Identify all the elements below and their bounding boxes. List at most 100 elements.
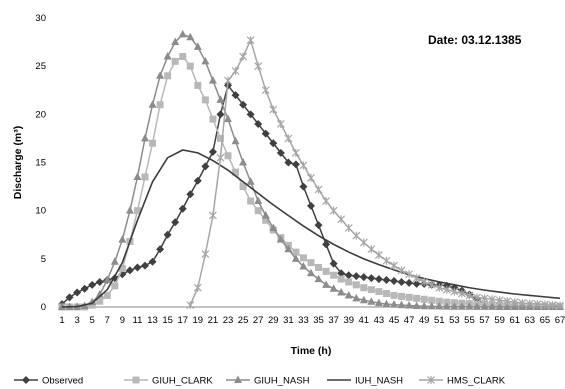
- legend-item: GIUH_NASH: [226, 375, 310, 387]
- data-point: [480, 294, 489, 303]
- x-tick-label: 31: [283, 315, 294, 326]
- x-tick-label: 23: [223, 315, 234, 326]
- data-point: [412, 301, 421, 310]
- legend-label: GIUH_CLARK: [152, 376, 213, 387]
- data-point: [65, 293, 74, 302]
- data-point: [125, 266, 134, 275]
- data-point: [344, 224, 353, 233]
- data-point: [163, 52, 172, 60]
- data-point: [540, 300, 549, 309]
- data-point: [269, 139, 278, 148]
- x-tick-labels: 1 3 5 7 9 11 13 15 17 19 21 23 25 27 29 31 33 35 37 39 41 43 4…: [59, 315, 565, 326]
- data-point: [141, 133, 149, 142]
- data-point: [428, 296, 436, 304]
- data-point: [390, 276, 398, 285]
- data-point: [450, 302, 459, 310]
- x-tick-label: 51: [434, 315, 445, 326]
- data-point: [261, 129, 270, 138]
- data-point: [525, 299, 534, 308]
- data-point: [397, 277, 406, 286]
- legend-label: IUH_NASH: [355, 376, 403, 387]
- data-point: [337, 288, 346, 296]
- data-point: [322, 240, 331, 249]
- x-tick-label: 33: [298, 315, 309, 326]
- x-tick-label: 63: [525, 315, 536, 326]
- data-point: [307, 173, 315, 182]
- data-point: [314, 185, 323, 194]
- x-tick-label: 57: [479, 315, 490, 326]
- data-point: [201, 96, 209, 104]
- x-tick-label: 49: [419, 315, 430, 326]
- data-point: [148, 100, 157, 108]
- data-point: [186, 190, 195, 199]
- data-point: [224, 76, 232, 85]
- data-point: [397, 300, 406, 309]
- data-point: [465, 291, 474, 300]
- data-point: [291, 148, 300, 157]
- x-tick-label: 17: [177, 315, 188, 326]
- data-point: [314, 274, 323, 283]
- data-point: [262, 216, 270, 224]
- plot-area: [58, 29, 564, 311]
- data-point: [103, 275, 112, 284]
- series-observed: [58, 81, 489, 309]
- data-point: [141, 261, 149, 270]
- x-tick-label: 11: [133, 315, 143, 326]
- data-point: [299, 161, 308, 170]
- data-point: [80, 284, 89, 293]
- y-tick-label: 10: [35, 206, 46, 217]
- data-point: [284, 244, 293, 253]
- data-point: [216, 110, 225, 119]
- data-point: [171, 57, 179, 65]
- data-point: [148, 257, 157, 266]
- data-point: [307, 201, 315, 210]
- data-point: [420, 301, 429, 310]
- data-point: [405, 293, 413, 301]
- data-point: [208, 76, 217, 84]
- data-point: [254, 207, 262, 215]
- data-point: [374, 250, 383, 259]
- data-point: [435, 283, 444, 292]
- series-line: [61, 149, 561, 308]
- y-tick-label: 25: [35, 61, 46, 72]
- data-point: [246, 36, 255, 45]
- y-tick-label: 15: [35, 158, 46, 169]
- data-point: [118, 235, 127, 243]
- data-point: [156, 101, 164, 109]
- x-tick-label: 25: [238, 315, 249, 326]
- data-point: [284, 134, 293, 143]
- x-tick-label: 59: [494, 315, 505, 326]
- data-point: [382, 276, 391, 285]
- data-point: [216, 95, 225, 103]
- x-tick-label: 5: [90, 315, 95, 326]
- y-tick-label: 5: [41, 254, 46, 265]
- data-point: [88, 280, 97, 289]
- data-point: [149, 139, 157, 147]
- data-point: [450, 287, 459, 296]
- data-point: [171, 218, 180, 227]
- data-point: [412, 279, 421, 288]
- legend-swatch-marker: [22, 376, 30, 384]
- data-point: [360, 284, 368, 292]
- x-tick-label: 3: [74, 315, 79, 326]
- data-point: [344, 271, 353, 280]
- data-point: [405, 270, 414, 279]
- data-point: [420, 277, 429, 286]
- data-point: [518, 298, 527, 307]
- data-point: [352, 272, 361, 281]
- data-point: [216, 134, 224, 142]
- data-point: [284, 158, 293, 167]
- data-point: [533, 300, 542, 309]
- data-point: [413, 294, 421, 302]
- data-point: [495, 296, 504, 305]
- data-point: [503, 302, 512, 310]
- data-point: [465, 302, 474, 310]
- data-point: [269, 223, 278, 232]
- data-point: [359, 238, 368, 247]
- x-tick-label: 61: [509, 315, 520, 326]
- data-point: [398, 292, 406, 300]
- data-point: [427, 280, 436, 289]
- data-point: [110, 257, 119, 265]
- data-point: [156, 245, 165, 254]
